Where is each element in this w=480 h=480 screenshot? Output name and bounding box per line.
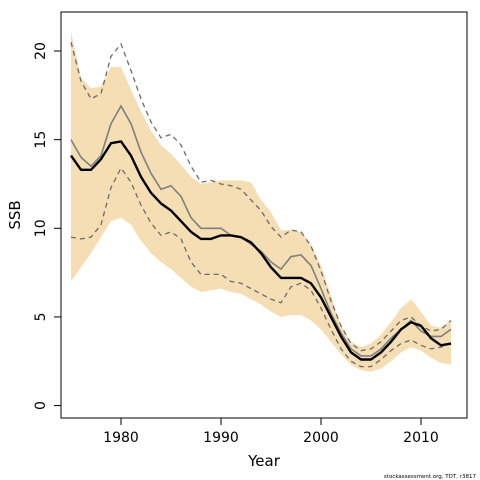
x-tick-label: 2000: [303, 430, 339, 446]
y-tick-label: 0: [33, 401, 49, 410]
plot-frame: [60, 11, 468, 419]
y-tick-label: 20: [33, 42, 49, 60]
ssb-estimate-line: [70, 140, 452, 361]
y-tick-label: 10: [33, 219, 49, 237]
confidence-band: [71, 31, 451, 372]
credit-note: stockassessment.org, TDT, r3817: [384, 474, 477, 480]
alternative-estimate-line: [70, 104, 452, 357]
x-tick-label: 1990: [203, 430, 239, 446]
x-tick-label: 1980: [103, 430, 139, 446]
y-tick-label: 5: [33, 312, 49, 321]
alternative-upper-dashed-line: [70, 41, 452, 352]
x-tick-label: 2010: [403, 430, 439, 446]
x-axis-title: Year: [247, 452, 281, 470]
y-axis-title: SSB: [6, 200, 24, 229]
y-tick-label: 15: [33, 131, 49, 149]
